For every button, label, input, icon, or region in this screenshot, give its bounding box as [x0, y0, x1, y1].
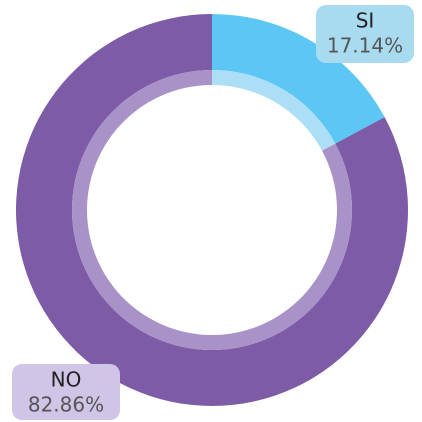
category-label: SI	[356, 9, 375, 33]
value-label: 17.14%	[327, 34, 403, 58]
value-label: 82.86%	[28, 393, 104, 417]
label-box	[12, 364, 120, 420]
category-label: NO	[51, 368, 82, 392]
donut-slice	[212, 14, 385, 144]
label-box	[316, 5, 414, 63]
donut-inner-slice	[212, 70, 336, 151]
